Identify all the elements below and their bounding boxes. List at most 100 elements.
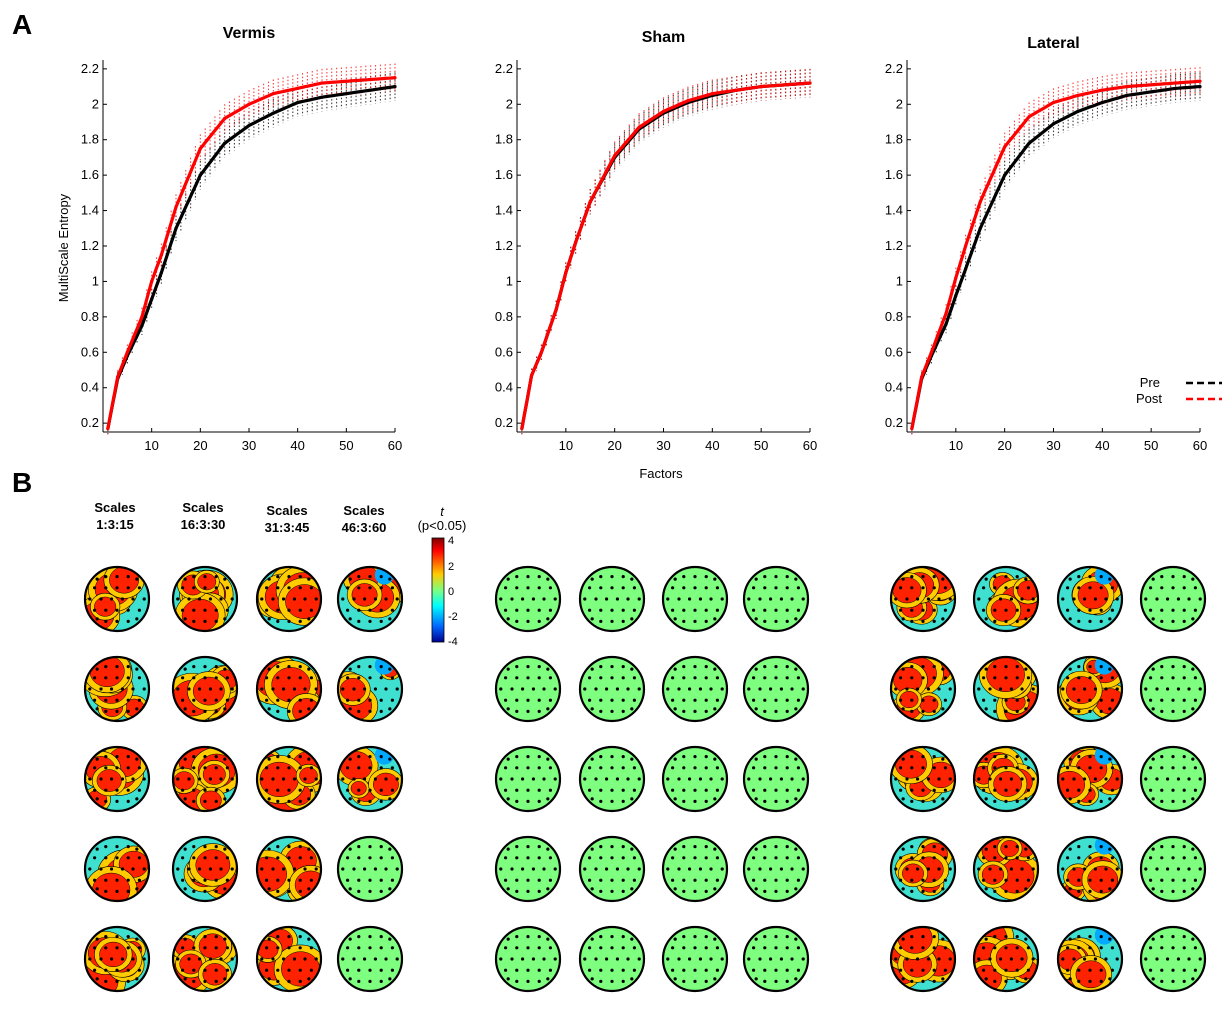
electrode-dot [785, 619, 789, 624]
electrode-dot [1004, 709, 1008, 714]
electrode-dot [610, 665, 614, 669]
data-point-post [920, 375, 924, 379]
topo-blob-high [94, 596, 117, 617]
electrode-dot [287, 935, 291, 939]
data-point-pre [1149, 90, 1153, 94]
electrode-dot [214, 766, 218, 770]
topomap-lateral-r5-c4 [1139, 925, 1207, 993]
electrode-dot [774, 676, 778, 680]
electrode-dot [548, 856, 553, 860]
electrode-dot [1160, 676, 1164, 680]
electrode-dot [1026, 766, 1030, 770]
y-tick-label: 1.6 [81, 167, 99, 182]
electrode-dot [352, 597, 356, 601]
electrode-dot [1149, 856, 1153, 860]
topomap-vermis-r4-c1 [83, 835, 151, 903]
electrode-dot [298, 788, 302, 792]
electrode-dot [704, 619, 708, 624]
electrode-dot [982, 878, 986, 882]
electrode-dot [1099, 698, 1103, 702]
electrode-dot [910, 665, 914, 669]
electrode-dot [768, 867, 773, 871]
electrode-dot [899, 676, 903, 680]
electrode-dot [932, 676, 936, 680]
electrode-dot [192, 619, 196, 624]
electrode-dot [998, 867, 1003, 871]
electrode-dot [203, 799, 207, 804]
electrode-dot [537, 979, 541, 984]
electrode-dot [932, 889, 936, 894]
electrode-dot [921, 608, 925, 612]
y-tick-label: 0.8 [81, 309, 99, 324]
head-outline [336, 835, 404, 903]
electrode-dot [1182, 799, 1186, 804]
electrode-dot [1088, 709, 1092, 714]
electrode-dot [671, 766, 675, 770]
topo-blob-high [350, 781, 367, 796]
electrode-dot [307, 937, 311, 941]
electrode-dot [287, 575, 291, 579]
electrode-dot [115, 709, 119, 714]
electrode-dot [910, 856, 914, 860]
electrode-dot [899, 878, 903, 882]
electrode-dot [219, 597, 223, 601]
electrode-dot [104, 845, 108, 849]
electrode-dot [932, 788, 936, 792]
electrode-dot [899, 586, 903, 590]
electrode-dot [287, 878, 291, 882]
electrode-dot [548, 766, 553, 770]
electrode-dot [630, 707, 634, 711]
electrode-dot [214, 968, 218, 972]
electrode-dot [303, 687, 307, 691]
topomap-sham-r2-c2 [578, 655, 646, 723]
electrode-dot [1110, 608, 1114, 612]
electrode-dot [214, 698, 218, 702]
electrode-dot [1171, 845, 1175, 849]
data-point-post [1173, 81, 1178, 85]
electrode-dot [1026, 788, 1030, 792]
electrode-dot [599, 968, 603, 972]
electrode-dot [693, 608, 697, 612]
electrode-dot [941, 887, 945, 891]
electrode-dot [1108, 577, 1112, 581]
electrode-dot [747, 777, 751, 781]
electrode-dot [203, 608, 207, 612]
electrode-dot [899, 608, 903, 612]
chart-title: Sham [642, 29, 686, 46]
electrode-dot [671, 698, 675, 702]
y-axis-label: MultiScale Entropy [56, 193, 71, 302]
electrode-dot [368, 845, 372, 849]
electrode-dot [223, 577, 227, 581]
electrode-dot [932, 665, 936, 669]
data-point-pre [1003, 173, 1007, 177]
electrode-dot [1066, 766, 1070, 770]
electrode-dot [346, 968, 350, 972]
data-point-post [808, 81, 812, 85]
electrode-dot [1088, 676, 1092, 680]
electrode-dot [115, 889, 119, 894]
electrode-dot [993, 755, 997, 759]
electrode-dot [307, 707, 311, 711]
electrode-dot [704, 878, 708, 882]
electrode-dot [932, 619, 936, 624]
x-tick-label: 10 [144, 438, 158, 453]
data-point-post [564, 270, 568, 275]
electrode-dot [1160, 878, 1164, 882]
electrode-dot [298, 676, 302, 680]
electrode-dot [1149, 608, 1153, 612]
electrode-dot [910, 788, 914, 792]
head-outline [578, 835, 646, 903]
electrode-dot [594, 687, 598, 691]
electrode-dot [341, 957, 345, 961]
data-point-post [910, 426, 914, 431]
electrode-dot [379, 845, 383, 849]
electrode-dot [537, 878, 541, 882]
electrode-dot [1066, 676, 1070, 680]
electrode-dot [120, 687, 125, 691]
electrode-dot [225, 586, 229, 590]
electrode-dot [704, 676, 708, 680]
electrode-dot [137, 586, 141, 590]
electrode-dot [126, 766, 130, 770]
electrode-dot [984, 667, 988, 671]
electrode-dot [276, 619, 280, 624]
